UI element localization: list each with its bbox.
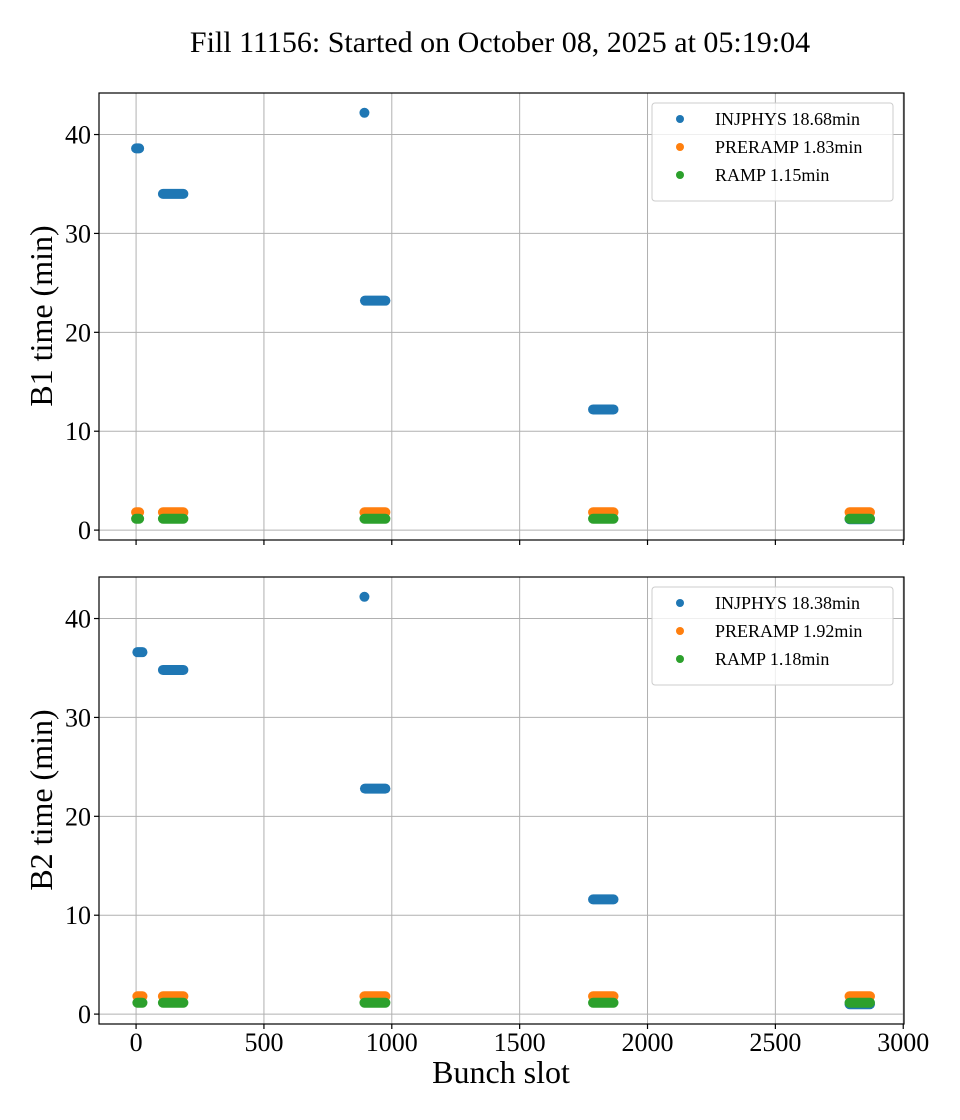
data-point-cluster-ramp <box>131 513 145 524</box>
data-point-cluster-ramp <box>844 997 875 1008</box>
legend-label-injphys: INJPHYS 18.68min <box>715 109 860 129</box>
y-tick-label: 30 <box>65 703 91 732</box>
panel-b2: B2 time (min) 0 500 1000 1500 2000 2500 3000 0 1… <box>23 576 929 1057</box>
data-point-injphys <box>359 107 370 118</box>
x-tick-label: 0 <box>130 1028 143 1057</box>
x-tick-label: 1000 <box>366 1028 418 1057</box>
x-tick-label: 500 <box>244 1028 283 1057</box>
chart-title: Fill 11156: Started on October 08, 2025 … <box>190 26 810 59</box>
legend-marker-injphys <box>676 599 684 607</box>
legend-marker-injphys <box>676 115 684 123</box>
data-point-cluster-ramp <box>359 997 391 1008</box>
data-point-cluster-injphys <box>588 894 619 905</box>
data-point-cluster-ramp <box>844 513 875 524</box>
y-axis-label-b1: B1 time (min) <box>23 225 59 406</box>
legend-marker-ramp <box>676 171 684 179</box>
data-point-cluster-ramp <box>588 997 619 1008</box>
data-point-cluster-injphys <box>359 783 391 794</box>
legend-label-injphys: INJPHYS 18.38min <box>715 593 860 613</box>
data-point-cluster-injphys <box>588 404 619 415</box>
axes-frame-b2 <box>98 576 905 1025</box>
series-layer-b2 <box>132 591 875 1010</box>
y-axis-label-b2: B2 time (min) <box>23 709 59 890</box>
y-tick-label: 20 <box>65 318 91 347</box>
x-tick-label: 2500 <box>749 1028 801 1057</box>
legend-box <box>651 586 894 686</box>
data-point-cluster-injphys <box>157 664 189 675</box>
x-axis-label: Bunch slot <box>432 1054 570 1090</box>
data-point-cluster-ramp <box>157 513 189 524</box>
legend-marker-preramp <box>676 143 684 151</box>
legend-marker-ramp <box>676 655 684 663</box>
x-tick-label: 1500 <box>494 1028 546 1057</box>
y-tick-label: 20 <box>65 802 91 831</box>
y-tick-label: 0 <box>78 1000 91 1029</box>
data-point-cluster-ramp <box>588 513 619 524</box>
legend-marker-preramp <box>676 627 684 635</box>
data-point-cluster-injphys <box>132 647 148 658</box>
data-point-cluster-injphys <box>359 295 391 306</box>
series-layer-b1 <box>131 107 875 525</box>
data-point-cluster-injphys <box>131 143 145 154</box>
legend-box <box>651 102 894 202</box>
y-tick-label: 0 <box>78 516 91 545</box>
data-point-injphys <box>359 591 370 602</box>
x-tick-label: 3000 <box>877 1028 929 1057</box>
legend-label-preramp: PRERAMP 1.83min <box>715 137 862 157</box>
data-point-cluster-injphys <box>157 188 189 199</box>
data-point-cluster-ramp <box>157 997 189 1008</box>
y-tick-label: 30 <box>65 219 91 248</box>
legend-label-preramp: PRERAMP 1.92min <box>715 621 862 641</box>
legend-label-ramp: RAMP 1.18min <box>715 649 829 669</box>
data-point-cluster-ramp <box>359 513 391 524</box>
y-tick-label: 10 <box>65 901 91 930</box>
data-point-cluster-ramp <box>132 997 148 1008</box>
y-tick-label: 40 <box>65 605 91 634</box>
legend-label-ramp: RAMP 1.15min <box>715 165 829 185</box>
legend-b2: INJPHYS 18.38min PRERAMP 1.92min RAMP 1.18… <box>651 586 894 686</box>
axes-frame-b1 <box>98 92 905 541</box>
y-tick-label: 10 <box>65 417 91 446</box>
y-tick-label: 40 <box>65 121 91 150</box>
panel-b1: B1 time (min) 0 10 20 30 40 INJPHYS 18.68min P… <box>23 92 905 545</box>
x-tick-label: 2000 <box>622 1028 674 1057</box>
legend-b1: INJPHYS 18.68min PRERAMP 1.83min RAMP 1.15… <box>651 102 894 202</box>
